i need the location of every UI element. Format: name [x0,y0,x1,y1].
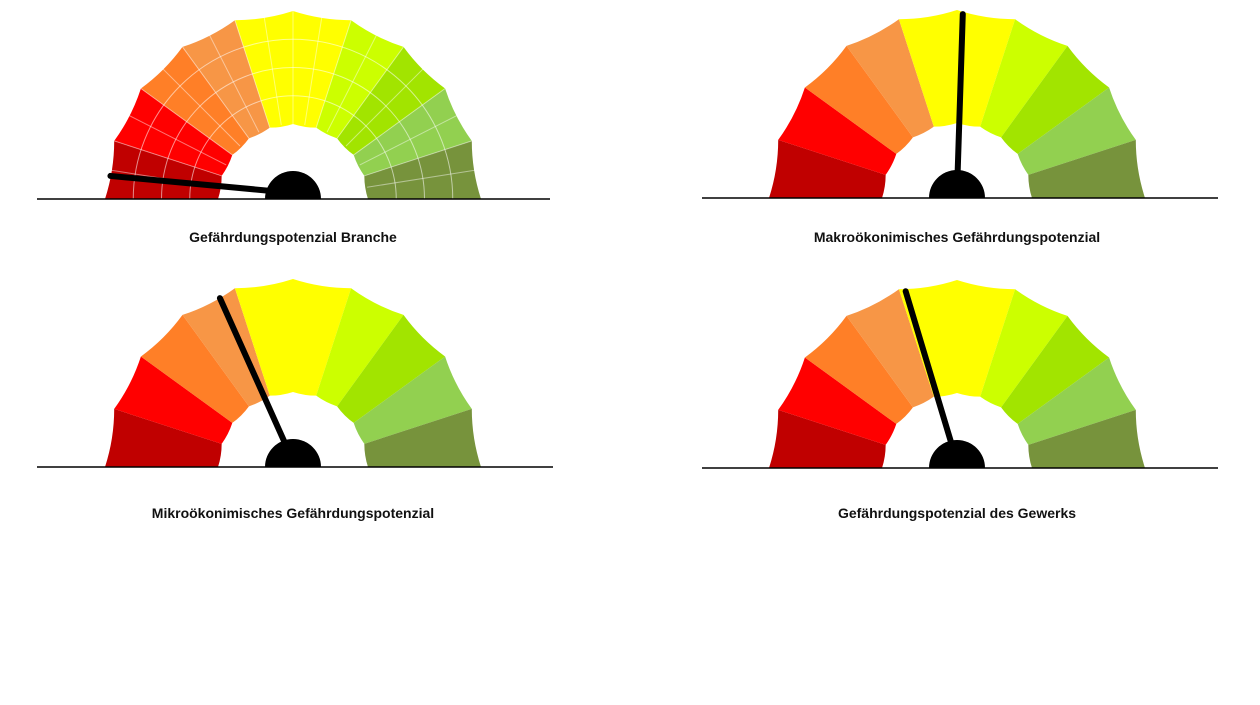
gauge-0-grid-ray-12 [315,20,352,128]
gauge-title-makro: Makroökonimisches Gefährdungspotenzial [813,229,1101,245]
gauge-1-band-7 [1001,45,1110,154]
gauge-title-branche: Gefährdungspotenzial Branche [189,229,397,245]
gauge-2-band-3 [182,288,270,407]
gauge-2-hub [265,439,321,467]
gauge-3-band-3 [846,289,934,408]
gauge-2-band-1 [114,356,233,444]
gauge-0-grid-arc-3 [132,38,454,200]
gauge-0-grid-ray-18 [364,140,472,177]
gauge-1-band-4 [898,10,957,127]
gauge-3-band-6 [980,289,1068,408]
gauge-0-grid-ray-6 [182,46,250,139]
gauge-0-grid-ray-3 [125,113,227,166]
gauge-0-grid-ray-2 [114,140,222,177]
gauge-0-grid-ray-9 [263,13,282,126]
gauge-3-band-0 [769,409,886,468]
gauge-2-band-5 [293,279,352,396]
gauge-0-band-2 [140,46,249,155]
gauge-3-band-2 [804,315,913,424]
gauge-0-grid-ray-19 [366,169,479,188]
gauge-0-grid-ray-16 [353,88,446,156]
gauge-1-band-2 [804,45,913,154]
gauge-2-band-6 [316,288,404,407]
gauge-0-band-1 [114,88,233,176]
gauge-1-band-6 [980,19,1068,138]
gauge-0-band-8 [353,88,472,176]
gauge-1-band-3 [846,19,934,138]
gauge-1-band-8 [1017,87,1136,175]
gauge-2-band-4 [234,279,293,396]
gauge-1-band-9 [1028,139,1145,198]
gauge-0-band-6 [316,20,404,139]
gauge-3-needle [902,288,960,465]
gauge-0-grid-ray-4 [140,88,233,156]
gauge-3-band-1 [778,357,897,445]
gauge-0-grid-ray-11 [304,13,323,126]
gauge-0-grid-ray-5 [159,65,241,147]
gauge-0-needle [107,172,296,196]
gauge-0-grid-arc-1 [189,95,397,200]
gauge-2-band-2 [140,314,249,423]
gauge-title-gewerk: Gefährdungspotenzial des Gewerks [837,505,1077,521]
gauge-0-band-3 [182,20,270,139]
gauge-2-band-7 [337,314,446,423]
gauge-0-grid-ray-17 [359,113,461,166]
gauge-2-band-0 [105,408,222,467]
gauge-1-band-0 [769,139,886,198]
gauge-2-needle [216,295,296,464]
gauge-1-hub [929,170,985,198]
gauge-3-hub [929,440,985,468]
gauge-0-grid-ray-8 [234,20,271,128]
gauge-1-band-5 [957,10,1016,127]
gauge-0-grid-arc-2 [161,67,425,200]
gauge-2-band-9 [364,408,481,467]
gauge-0-grid-ray-14 [336,46,404,139]
gauge-3-band-9 [1028,409,1145,468]
gauge-0-grid-ray-7 [207,31,260,133]
gauge-1-band-1 [778,87,897,175]
gauge-3-band-5 [957,280,1016,397]
gauge-title-mikro: Mikroökonimisches Gefährdungspotenzial [151,505,435,521]
gauge-0-hub [265,171,321,199]
gauge-0-grid-ray-15 [345,65,427,147]
gauge-3-band-7 [1001,315,1110,424]
gauge-3-band-8 [1017,357,1136,445]
gauge-0-band-7 [337,46,446,155]
gauge-1-needle [954,11,966,195]
gauge-2-band-8 [353,356,472,444]
gauge-0-grid-ray-13 [326,31,379,133]
